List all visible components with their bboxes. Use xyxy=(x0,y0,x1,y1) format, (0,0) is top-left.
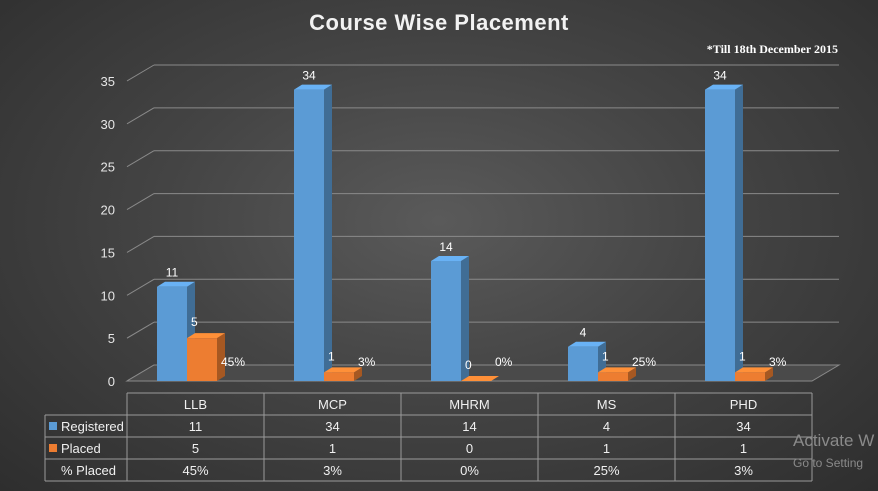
gridline-side xyxy=(126,278,155,296)
y-tick-label: 5 xyxy=(108,331,115,346)
table-cell: 11 xyxy=(189,419,203,434)
table-cell: 5 xyxy=(192,441,199,456)
bar-placed xyxy=(187,338,217,381)
bar-registered xyxy=(705,89,735,382)
bar-top xyxy=(294,84,332,90)
bar-placed xyxy=(735,372,765,381)
chart-note: *Till 18th December 2015 xyxy=(706,42,838,56)
bar-top xyxy=(598,367,636,373)
category-label: MHRM xyxy=(449,397,489,412)
activate-watermark-line2: Go to Setting xyxy=(793,456,864,470)
bar-top xyxy=(431,256,469,261)
bar-side xyxy=(628,367,636,381)
y-tick-label: 30 xyxy=(101,117,115,132)
data-label: 1 xyxy=(602,349,609,363)
chart-title: Course Wise Placement xyxy=(309,10,569,35)
percent-label: 25% xyxy=(632,355,656,369)
percent-label: 45% xyxy=(221,355,245,369)
bar-registered xyxy=(568,346,598,381)
bar-registered xyxy=(157,286,187,381)
table-cell: 0 xyxy=(466,441,473,456)
table-row-label: Registered xyxy=(61,419,124,434)
table-cell: 3% xyxy=(734,463,753,478)
data-label: 11 xyxy=(166,266,179,280)
data-label: 1 xyxy=(328,349,335,363)
gridline-side xyxy=(126,107,155,125)
legend-key xyxy=(49,422,57,430)
table-cell: 34 xyxy=(736,419,750,434)
percent-label: 3% xyxy=(358,355,376,369)
bar-side xyxy=(765,367,773,381)
table-cell: 14 xyxy=(462,419,476,434)
category-label: LLB xyxy=(184,397,207,412)
data-label: 14 xyxy=(439,240,453,254)
table-cell: 3% xyxy=(323,463,342,478)
bar-top xyxy=(735,367,773,373)
activate-watermark-line1: Activate W xyxy=(793,431,875,450)
data-label: 0 xyxy=(465,358,472,372)
bar-side xyxy=(324,84,332,382)
bar-side xyxy=(354,367,362,381)
bar-placed xyxy=(324,372,354,381)
category-label: MS xyxy=(597,397,617,412)
gridline-side xyxy=(126,64,155,82)
percent-label: 0% xyxy=(495,355,513,369)
data-label: 34 xyxy=(302,69,316,83)
data-label: 4 xyxy=(580,326,587,340)
bar-top xyxy=(187,333,225,339)
category-label: PHD xyxy=(730,397,757,412)
percent-label: 3% xyxy=(769,355,787,369)
y-tick-label: 25 xyxy=(101,160,115,175)
table-row-label: % Placed xyxy=(61,463,116,478)
bar-top xyxy=(324,367,362,373)
table-row-label: Placed xyxy=(61,441,101,456)
data-label: 5 xyxy=(191,315,198,329)
table-cell: 1 xyxy=(740,441,747,456)
bar-side xyxy=(461,256,469,381)
table-cell: 1 xyxy=(603,441,610,456)
table-cell: 0% xyxy=(460,463,479,478)
table-cell: 34 xyxy=(325,419,339,434)
table-cell: 25% xyxy=(593,463,619,478)
category-label: MCP xyxy=(318,397,347,412)
data-label: 34 xyxy=(713,69,727,83)
gridline-side xyxy=(126,321,155,339)
gridline-side xyxy=(126,150,155,168)
legend-key xyxy=(49,444,57,452)
bar-side xyxy=(735,84,743,382)
gridline-side xyxy=(126,235,155,253)
y-tick-label: 10 xyxy=(101,288,115,303)
bar-registered xyxy=(431,261,461,381)
y-tick-label: 20 xyxy=(101,203,115,218)
gridline-side xyxy=(126,193,155,211)
table-cell: 4 xyxy=(603,419,610,434)
bar-registered xyxy=(294,89,324,382)
bar-placed xyxy=(598,372,628,381)
bar-top xyxy=(461,376,499,381)
bar-top xyxy=(568,341,606,347)
bar-top xyxy=(705,84,743,90)
table-cell: 1 xyxy=(329,441,336,456)
y-tick-label: 0 xyxy=(108,374,115,389)
y-tick-label: 15 xyxy=(101,245,115,260)
bar-side xyxy=(217,333,225,381)
data-label: 1 xyxy=(739,349,746,363)
y-tick-label: 35 xyxy=(101,74,115,89)
bar-top xyxy=(157,281,195,287)
table-cell: 45% xyxy=(182,463,208,478)
